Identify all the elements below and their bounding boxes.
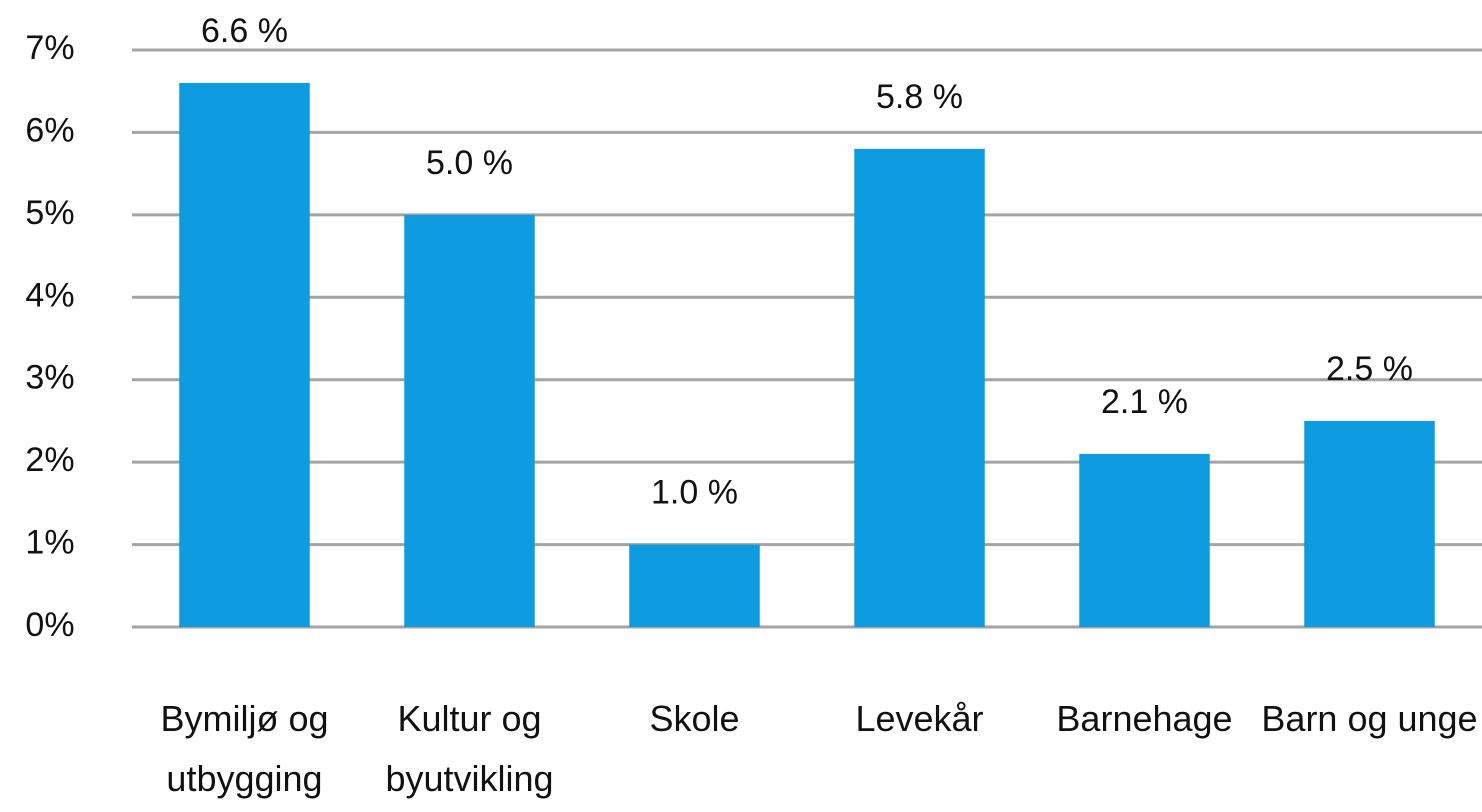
y-tick-label: 7% — [25, 29, 74, 67]
value-label: 2.1 % — [1101, 383, 1188, 421]
y-tick-label: 4% — [25, 276, 74, 314]
value-label: 1.0 % — [651, 474, 738, 512]
bar — [629, 544, 760, 627]
x-tick-label: Bymiljø og utbygging — [160, 698, 329, 799]
bar — [854, 148, 985, 627]
value-label: 6.6 % — [201, 12, 288, 50]
value-label: 5.8 % — [876, 78, 963, 116]
bar — [404, 214, 535, 627]
value-label: 2.5 % — [1326, 350, 1413, 388]
x-tick-label: Skole — [649, 698, 740, 739]
value-label: 5.0 % — [426, 144, 513, 182]
y-tick-label: 1% — [25, 524, 74, 562]
x-tick-label: Levekår — [855, 698, 984, 739]
bar — [179, 82, 310, 627]
y-tick-label: 2% — [25, 441, 74, 479]
y-tick-label: 5% — [25, 194, 74, 232]
x-tick-label: Barnehage — [1056, 698, 1233, 739]
x-tick-label: Kultur og byutvikling — [385, 698, 554, 799]
bar — [1304, 420, 1435, 627]
y-tick-label: 3% — [25, 359, 74, 397]
x-tick-label: Barn og unge — [1261, 698, 1478, 739]
y-tick-label: 6% — [25, 111, 74, 149]
y-tick-label: 0% — [25, 606, 74, 644]
bar — [1079, 453, 1210, 627]
